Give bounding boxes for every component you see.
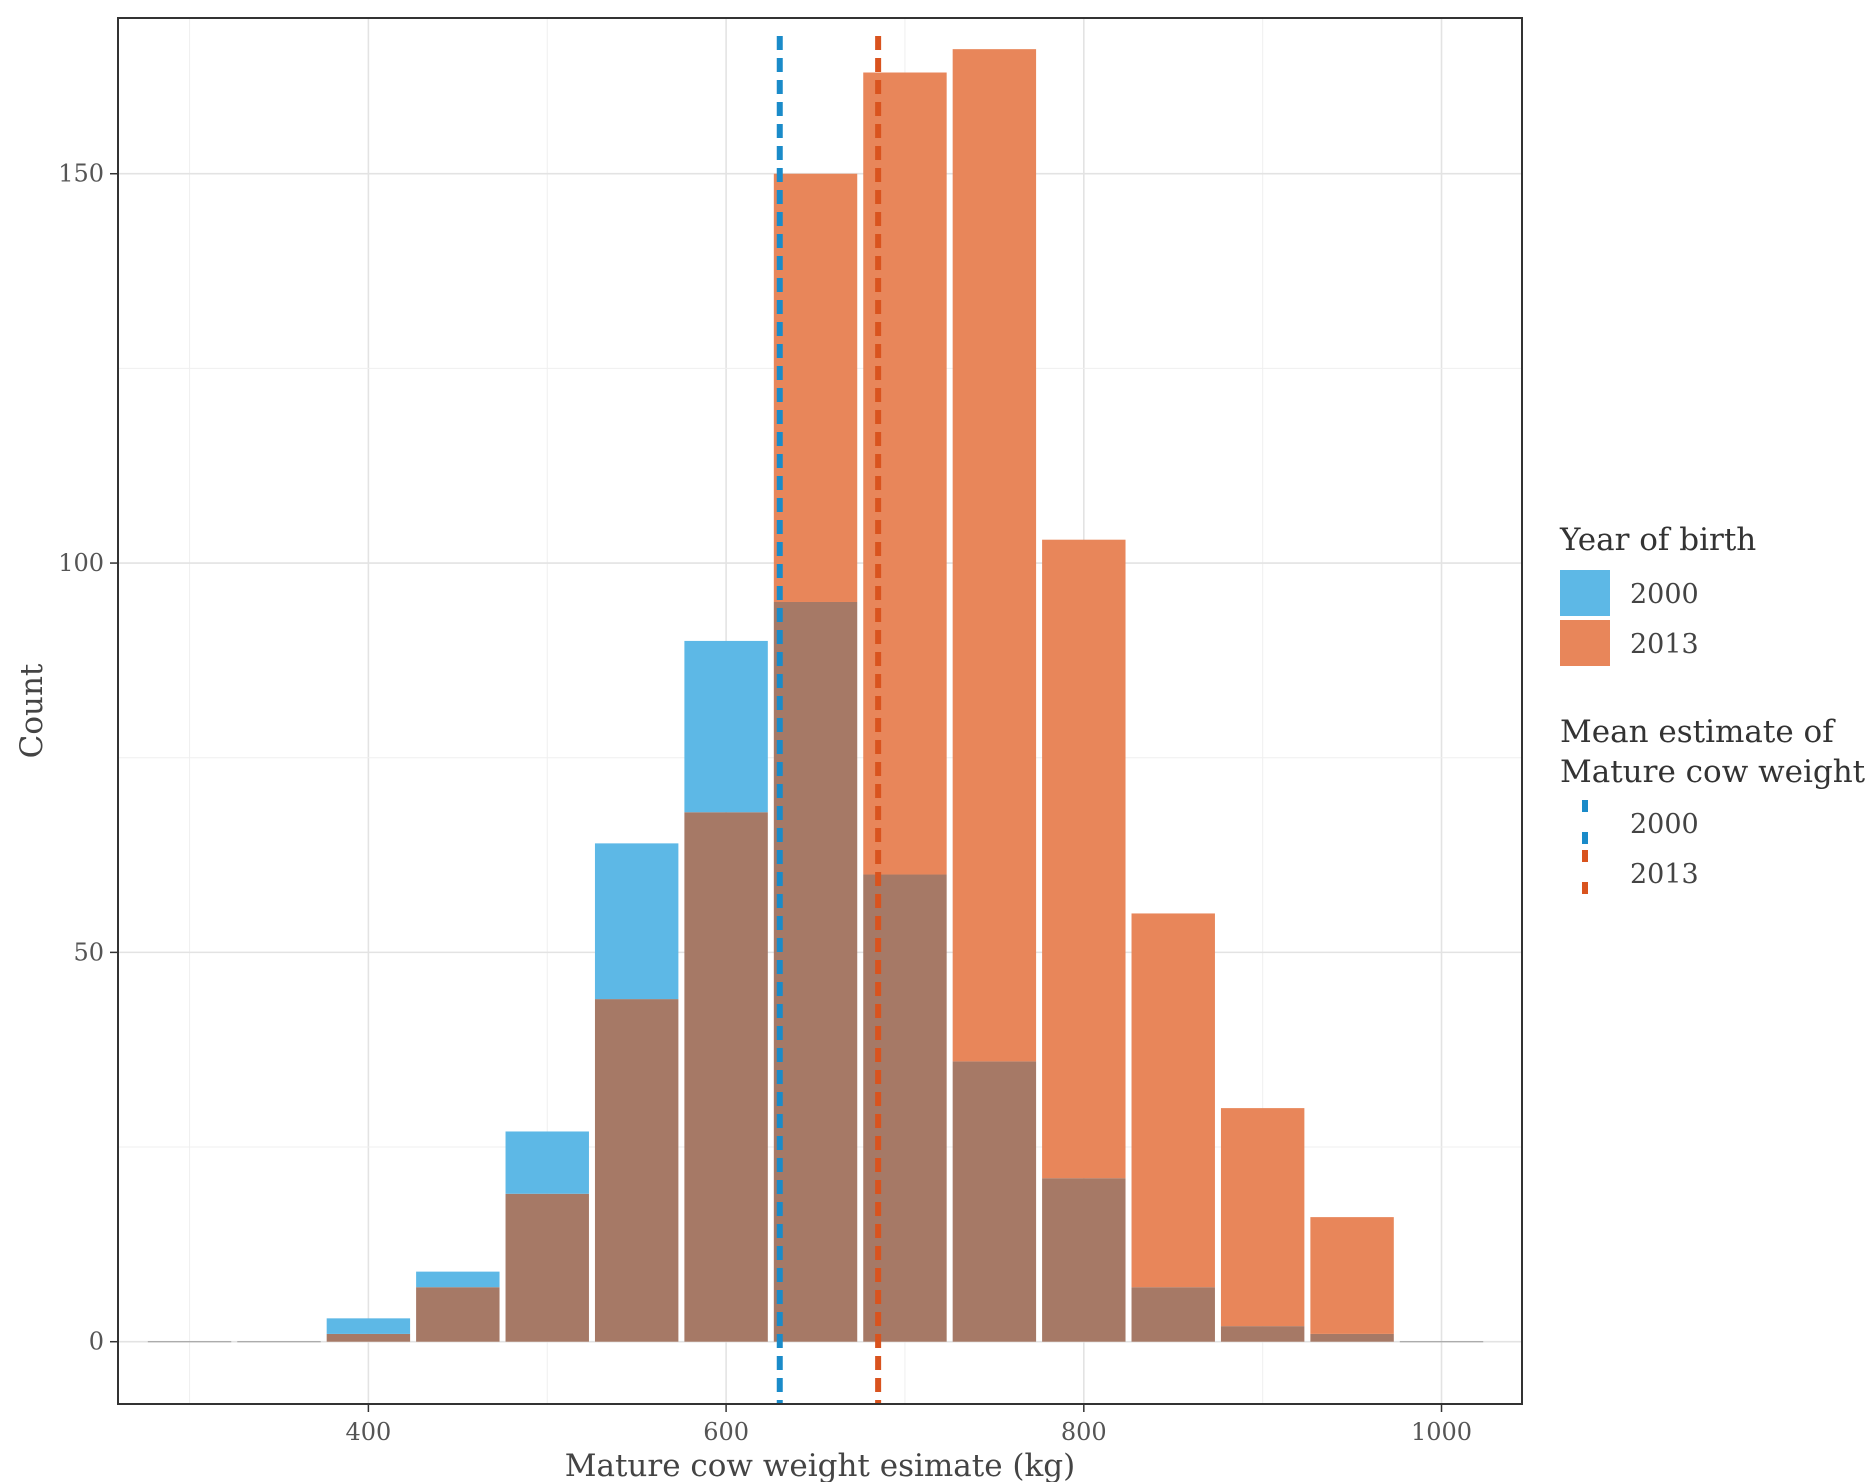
legend-label-2013: 2013 <box>1630 629 1699 660</box>
bar-2013 <box>1220 1108 1305 1327</box>
x-tick-label: 600 <box>703 1418 749 1446</box>
bar-overlap <box>773 601 858 1342</box>
bar-2000 <box>594 843 679 1000</box>
panel-border <box>117 17 1523 1405</box>
legend-fill-title: Year of birth <box>1559 522 1756 558</box>
bar-2000 <box>416 1271 500 1288</box>
x-axis-title: Mature cow weight esimate (kg) <box>565 1448 1076 1482</box>
bar-overlap <box>952 1061 1037 1342</box>
bar-2013 <box>1042 539 1126 1179</box>
y-tick-label: 50 <box>73 938 104 966</box>
y-tick-label: 100 <box>58 549 104 577</box>
legend-label-2000: 2000 <box>1630 579 1699 610</box>
x-tick-label: 400 <box>345 1418 391 1446</box>
bar-layer <box>147 49 1484 1343</box>
legend-line-title-line1: Mean estimate of <box>1560 714 1836 750</box>
bar-2000 <box>326 1318 411 1334</box>
bar-overlap <box>1220 1326 1305 1342</box>
bar-overlap <box>1042 1178 1126 1342</box>
y-tick-label: 150 <box>58 160 104 188</box>
legend: Year of birth 2000 2013 Mean estimate of… <box>1559 522 1866 896</box>
bar-2013 <box>1131 913 1215 1288</box>
x-tick-label: 800 <box>1061 1418 1107 1446</box>
legend-line-title-line2: Mature cow weight <box>1560 754 1866 790</box>
bar-overlap <box>863 874 947 1342</box>
bar-2013 <box>952 49 1037 1062</box>
legend-key-2013 <box>1560 620 1610 666</box>
legend-line-label-2000: 2000 <box>1630 809 1699 840</box>
bar-2000 <box>684 640 768 813</box>
bar-overlap <box>1310 1333 1394 1342</box>
bar-overlap <box>594 999 679 1342</box>
y-tick-label: 0 <box>89 1328 104 1356</box>
y-axis-title: Count <box>14 663 50 758</box>
mean-lines-layer <box>776 36 882 1404</box>
bar-2013 <box>1310 1217 1394 1334</box>
bar-2013 <box>773 173 858 602</box>
bar-overlap <box>416 1287 500 1342</box>
bar-overlap <box>505 1193 589 1342</box>
legend-line-label-2013: 2013 <box>1630 859 1699 890</box>
bar-2000 <box>505 1131 589 1194</box>
bar-overlap <box>684 812 768 1342</box>
bar-overlap <box>326 1333 411 1342</box>
tick-layer: 400 600 800 1000 0 50 100 150 <box>58 160 1472 1446</box>
legend-key-2000 <box>1560 570 1610 616</box>
bar-overlap <box>1131 1287 1215 1342</box>
x-tick-label: 1000 <box>1411 1418 1472 1446</box>
